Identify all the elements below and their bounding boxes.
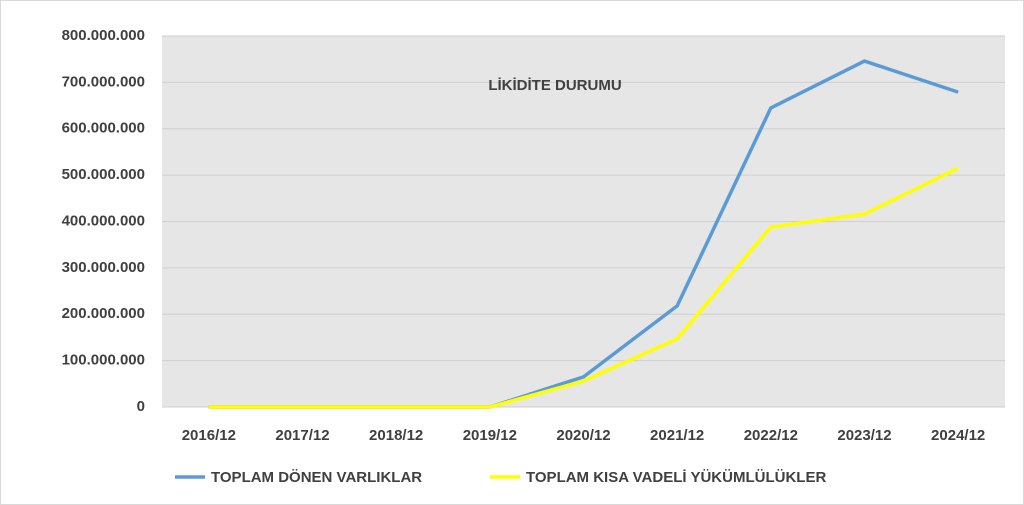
y-tick-label: 500.000.000 bbox=[62, 166, 145, 183]
y-tick-label: 400.000.000 bbox=[62, 212, 145, 229]
x-tick-label: 2023/12 bbox=[837, 427, 891, 444]
y-tick-label: 300.000.000 bbox=[62, 259, 145, 276]
x-tick-label: 2020/12 bbox=[556, 427, 610, 444]
y-tick-label: 0 bbox=[137, 398, 145, 415]
x-tick-label: 2022/12 bbox=[744, 427, 798, 444]
x-tick-label: 2018/12 bbox=[369, 427, 423, 444]
line-series bbox=[208, 166, 959, 409]
y-tick-label: 100.000.000 bbox=[62, 352, 145, 369]
legend-label: TOPLAM KISA VADELİ YÜKÜMLÜLÜKLER bbox=[526, 469, 826, 486]
x-tick-label: 2017/12 bbox=[275, 427, 329, 444]
legend-label: TOPLAM DÖNEN VARLIKLAR bbox=[211, 469, 422, 486]
y-tick-label: 600.000.000 bbox=[62, 120, 145, 137]
chart-title: LİKİDİTE DURUMU bbox=[488, 77, 621, 94]
y-tick-label: 700.000.000 bbox=[62, 73, 145, 90]
x-tick-label: 2016/12 bbox=[182, 427, 236, 444]
y-tick-label: 200.000.000 bbox=[62, 305, 145, 322]
x-tick-label: 2024/12 bbox=[931, 427, 985, 444]
x-tick-label: 2019/12 bbox=[463, 427, 517, 444]
y-tick-label: 800.000.000 bbox=[62, 27, 145, 44]
x-tick-label: 2021/12 bbox=[650, 427, 704, 444]
